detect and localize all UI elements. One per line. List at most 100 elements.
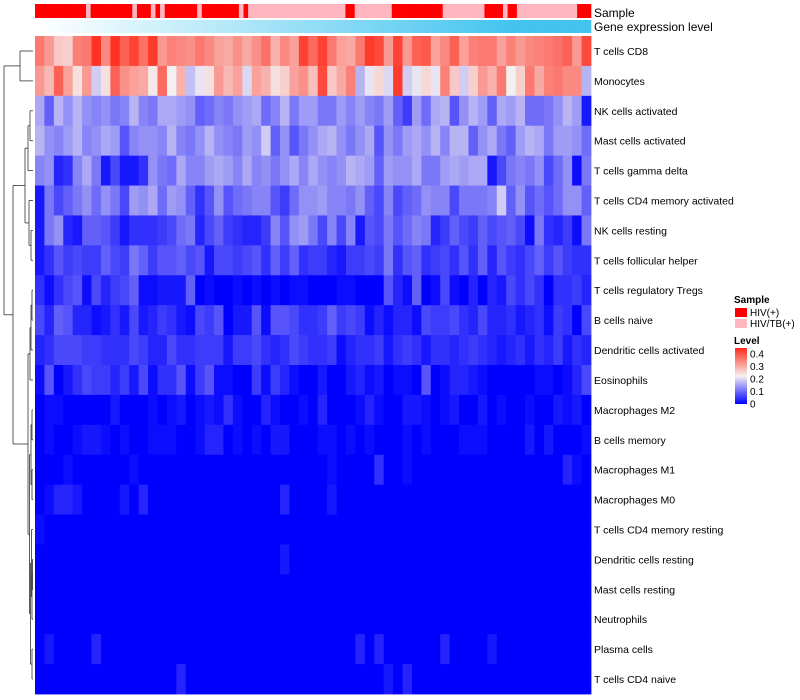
heatmap-cell <box>44 185 55 216</box>
row-label: Macrophages M1 <box>594 465 675 477</box>
sample-track-cell <box>479 4 485 18</box>
heatmap-cell <box>166 215 177 246</box>
heatmap-cell <box>411 65 422 97</box>
heatmap-cell <box>298 604 309 635</box>
heatmap-cell <box>53 365 64 396</box>
heatmap-cell <box>157 574 168 605</box>
heatmap-cell <box>35 305 45 336</box>
heatmap-cell <box>129 514 140 545</box>
heatmap-cell <box>553 215 564 246</box>
heatmap-cell <box>82 125 92 157</box>
heatmap-cell <box>374 424 385 456</box>
heatmap-cell <box>35 484 45 515</box>
heatmap-cell <box>261 335 271 366</box>
heatmap-cell <box>449 514 460 545</box>
heatmap-cell <box>53 245 64 276</box>
sample-track-cell <box>313 4 318 18</box>
heatmap-cell <box>204 604 215 635</box>
heatmap-cell <box>129 125 140 157</box>
heatmap-cell <box>581 664 592 695</box>
heatmap-cell <box>35 155 45 186</box>
sample-track-cell <box>160 4 166 18</box>
heatmap-cell <box>317 574 328 605</box>
heatmap-cell <box>35 36 45 67</box>
heatmap-cell <box>327 454 337 486</box>
heatmap-cell <box>345 365 356 396</box>
heatmap-cell <box>449 305 460 336</box>
expression-track-cell <box>214 20 221 33</box>
heatmap-cell <box>411 574 422 605</box>
heatmap-cell <box>562 514 573 545</box>
heatmap-cell <box>157 634 168 665</box>
heatmap-cell <box>148 95 158 127</box>
heatmap-cell <box>543 454 554 486</box>
heatmap-cell <box>449 634 460 665</box>
heatmap-cell <box>195 275 206 306</box>
heatmap-cell <box>345 394 356 426</box>
expression-track-cell <box>306 20 314 33</box>
heatmap-cell <box>581 65 592 97</box>
heatmap-cell <box>176 36 187 67</box>
heatmap-cell <box>534 634 545 665</box>
heatmap-cell <box>214 275 224 306</box>
heatmap-cell <box>393 36 403 67</box>
expression-track-cell <box>547 20 555 33</box>
heatmap-cell <box>138 305 149 336</box>
sample-track-cell <box>405 4 411 18</box>
row-label: B cells naive <box>594 315 653 327</box>
heatmap-cell <box>515 544 526 575</box>
heatmap-cell <box>411 185 422 216</box>
heatmap-cell <box>459 125 469 157</box>
expression-track-cell <box>337 20 345 33</box>
heatmap-cell <box>251 305 262 336</box>
heatmap-cell <box>270 245 281 276</box>
expression-track-cell <box>41 20 48 33</box>
expression-track-cell <box>350 20 357 33</box>
heatmap-cell <box>44 574 55 605</box>
heatmap-cell <box>232 305 243 336</box>
row-label: T cells CD4 memory resting <box>594 525 723 537</box>
heatmap-cell <box>129 664 140 695</box>
heatmap-cell <box>468 36 479 67</box>
heatmap-cell <box>336 454 347 486</box>
expression-track-cell <box>170 20 178 33</box>
heatmap-cell <box>411 634 422 665</box>
heatmap-cell <box>289 424 300 456</box>
heatmap-cell <box>440 65 451 97</box>
heatmap-cell <box>525 65 535 97</box>
heatmap-cell <box>100 65 111 97</box>
heatmap-cell <box>110 634 121 665</box>
heatmap-cell <box>35 65 45 97</box>
heatmap-cell <box>449 125 460 157</box>
sample-track-cell <box>424 4 430 18</box>
heatmap-cell <box>487 634 498 665</box>
heatmap-cell <box>91 65 102 97</box>
heatmap-cell <box>82 245 92 276</box>
heatmap-cell <box>261 424 271 456</box>
heatmap-cell <box>562 544 573 575</box>
heatmap-cell <box>298 305 309 336</box>
heatmap-cell <box>232 365 243 396</box>
heatmap-cell <box>185 514 196 545</box>
heatmap-cell <box>440 275 451 306</box>
heatmap-cell <box>138 544 149 575</box>
heatmap-cell <box>317 65 328 97</box>
heatmap-cell <box>411 305 422 336</box>
heatmap-cell <box>63 125 74 157</box>
legend-swatch-hiv-tb <box>735 319 747 328</box>
heatmap-cell <box>148 215 158 246</box>
heatmap-cell <box>327 155 337 186</box>
heatmap-cell <box>35 215 45 246</box>
heatmap-cell <box>525 95 535 127</box>
heatmap-cell <box>364 245 375 276</box>
expression-track-cell <box>164 20 172 33</box>
heatmap-cell <box>383 574 394 605</box>
heatmap-cell <box>543 305 554 336</box>
heatmap-cell <box>261 155 271 186</box>
heatmap-cell <box>506 574 517 605</box>
heatmap-cell <box>251 185 262 216</box>
heatmap-cell <box>251 95 262 127</box>
heatmap-cell <box>280 454 290 486</box>
sample-track-cell <box>540 4 545 18</box>
heatmap-cell <box>421 514 432 545</box>
